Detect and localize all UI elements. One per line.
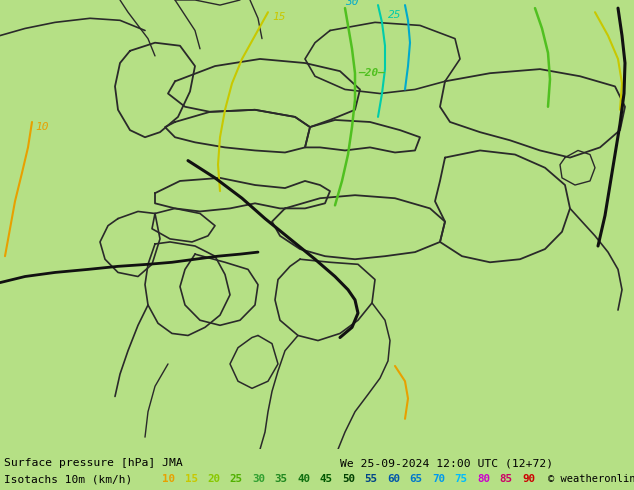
Text: 15: 15 xyxy=(272,12,285,23)
Text: 25: 25 xyxy=(388,10,401,20)
Text: 30: 30 xyxy=(345,0,358,7)
Text: 55: 55 xyxy=(365,474,377,484)
Text: 80: 80 xyxy=(477,474,490,484)
Text: 75: 75 xyxy=(455,474,467,484)
Text: 25: 25 xyxy=(230,474,242,484)
Text: 30: 30 xyxy=(252,474,265,484)
Text: 45: 45 xyxy=(320,474,332,484)
Text: 70: 70 xyxy=(432,474,445,484)
Text: 65: 65 xyxy=(410,474,422,484)
Text: 90: 90 xyxy=(522,474,535,484)
Text: 40: 40 xyxy=(297,474,310,484)
Text: Isotachs 10m (km/h): Isotachs 10m (km/h) xyxy=(4,474,133,484)
Text: 20: 20 xyxy=(207,474,220,484)
Text: 35: 35 xyxy=(275,474,287,484)
Text: —20—: —20— xyxy=(358,68,385,78)
Text: 15: 15 xyxy=(184,474,198,484)
Text: © weatheronline.co.uk: © weatheronline.co.uk xyxy=(548,474,634,484)
Text: 85: 85 xyxy=(500,474,512,484)
Text: We 25-09-2024 12:00 UTC (12+72): We 25-09-2024 12:00 UTC (12+72) xyxy=(340,458,553,468)
Text: 10: 10 xyxy=(35,122,48,132)
Text: Surface pressure [hPa] JMA: Surface pressure [hPa] JMA xyxy=(4,458,183,468)
Text: 50: 50 xyxy=(342,474,355,484)
Text: 10: 10 xyxy=(162,474,175,484)
Text: 60: 60 xyxy=(387,474,400,484)
